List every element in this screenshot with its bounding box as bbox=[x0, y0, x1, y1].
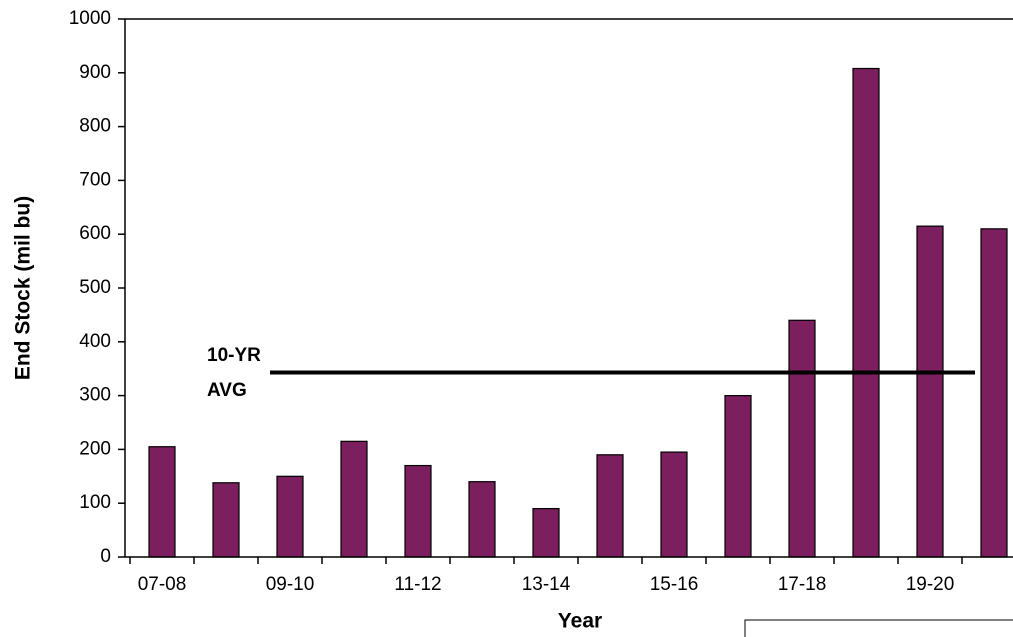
y-tick-label: 200 bbox=[79, 438, 111, 459]
bar bbox=[852, 67, 880, 558]
y-tick-label: 400 bbox=[79, 331, 111, 352]
bar bbox=[212, 482, 240, 558]
bar bbox=[148, 446, 176, 558]
y-tick-label: 100 bbox=[79, 492, 111, 513]
x-tick-label: 11-12 bbox=[394, 574, 441, 595]
x-tick-label: 19-20 bbox=[906, 574, 955, 595]
y-tick-label: 500 bbox=[79, 277, 111, 298]
bar bbox=[468, 481, 496, 558]
y-tick-label: 300 bbox=[79, 385, 111, 406]
bar bbox=[596, 454, 624, 558]
avg-label: AVG bbox=[207, 380, 247, 401]
bar bbox=[660, 451, 688, 558]
x-tick-label: 07-08 bbox=[138, 574, 187, 595]
avg-label: 10-YR bbox=[207, 345, 261, 366]
bar bbox=[276, 475, 304, 558]
x-axis-title: Year bbox=[558, 610, 602, 633]
y-tick-label: 1000 bbox=[69, 8, 111, 29]
bar bbox=[340, 440, 368, 558]
bar bbox=[980, 228, 1008, 558]
y-axis-title: End Stock (mil bu) bbox=[12, 196, 35, 380]
y-tick-label: 700 bbox=[79, 169, 111, 190]
bar bbox=[404, 464, 432, 558]
bar bbox=[724, 395, 752, 558]
bar bbox=[532, 507, 560, 558]
bar bbox=[788, 319, 816, 558]
x-tick-label: 15-16 bbox=[650, 574, 699, 595]
x-tick-label: 09-10 bbox=[266, 574, 315, 595]
x-tick-label: 13-14 bbox=[522, 574, 571, 595]
y-tick-label: 0 bbox=[100, 546, 111, 567]
y-tick-label: 900 bbox=[79, 62, 111, 83]
legend-box bbox=[744, 619, 1013, 637]
bar bbox=[916, 225, 944, 558]
y-tick-label: 600 bbox=[79, 223, 111, 244]
y-tick-label: 800 bbox=[79, 116, 111, 137]
x-tick-label: 17-18 bbox=[778, 574, 827, 595]
